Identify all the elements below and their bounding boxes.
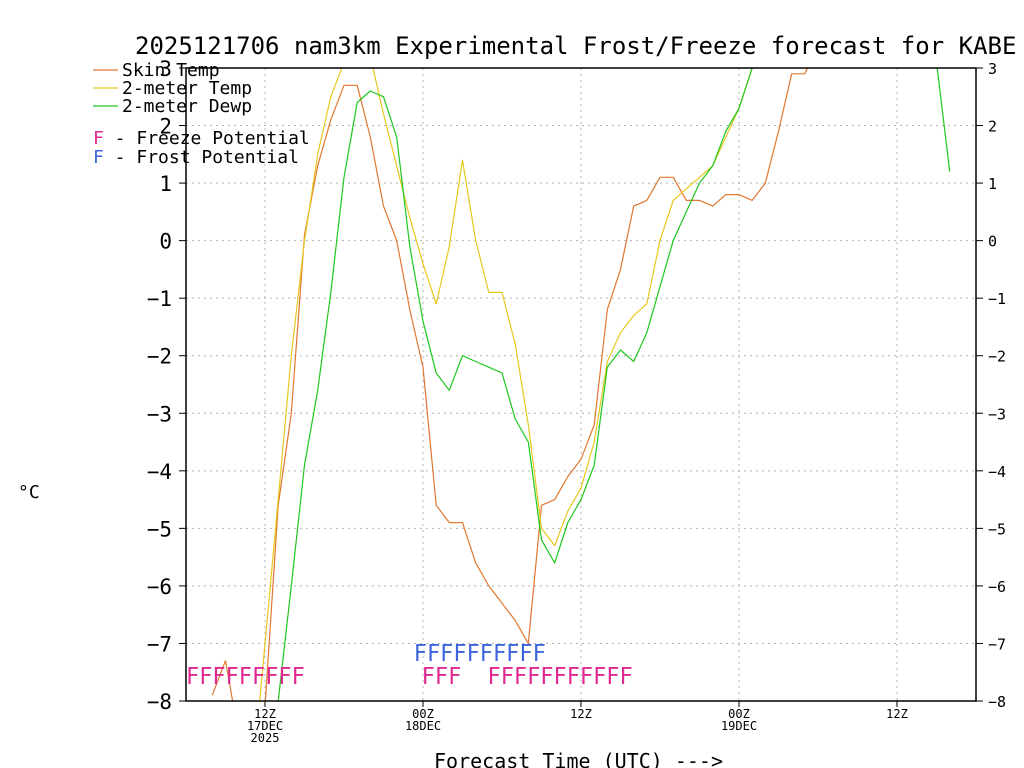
legend-label: 2-meter Temp bbox=[122, 78, 252, 99]
series-group bbox=[211, 68, 951, 701]
x-tick-label: 19DEC bbox=[721, 719, 757, 733]
y-tick-label-left: 0 bbox=[159, 230, 172, 254]
grid bbox=[186, 68, 976, 701]
marker-freeze-potential: FFFFFFFFF bbox=[186, 664, 305, 690]
y-tick-label-left: −1 bbox=[147, 287, 172, 311]
y-tick-label-left: −6 bbox=[147, 575, 172, 599]
y-tick-label-left: 2 bbox=[159, 115, 172, 139]
y-axis-label: °C bbox=[18, 482, 40, 503]
y-tick-label-left: 1 bbox=[159, 172, 172, 196]
y-tick-label-right: −2 bbox=[988, 348, 1006, 366]
legend-marker-entry: F - Frost Potential bbox=[93, 147, 299, 168]
x-axis-label: Forecast Time (UTC) ---> bbox=[434, 749, 723, 768]
y-tick-label-right: −6 bbox=[988, 578, 1006, 596]
y-tick-label-right: −3 bbox=[988, 405, 1006, 423]
y-tick-label-left: −7 bbox=[147, 632, 172, 656]
y-tick-label-left: −3 bbox=[147, 402, 172, 426]
x-tick-label: 18DEC bbox=[405, 719, 441, 733]
marker-frost-potential: FFFFFFFFFF bbox=[414, 641, 546, 667]
y-tick-label-right: −7 bbox=[988, 635, 1006, 653]
plot-frame bbox=[185, 67, 977, 702]
y-tick-label-right: −5 bbox=[988, 520, 1006, 538]
x-tick-label: 12Z bbox=[254, 707, 276, 721]
y-tick-label-right: −4 bbox=[988, 463, 1006, 481]
legend-marker-entry: F - Freeze Potential bbox=[93, 128, 310, 149]
series-line-skin-temp bbox=[211, 68, 809, 701]
legend-label: 2-meter Dewp bbox=[122, 96, 252, 117]
legend-label: Skin Temp bbox=[122, 60, 220, 81]
y-tick-label-right: 0 bbox=[988, 233, 997, 251]
axes: −8 −8 −7 −7 −6 −6 −5 −5 −4 −4 −3 −3 −2 −2 −1 −1 0 0 1 1 2 2 3 3… bbox=[147, 57, 1006, 745]
x-tick-label: 17DEC bbox=[247, 719, 283, 733]
series-line-2-meter-temp bbox=[259, 68, 753, 701]
series-line-2-meter-dewp bbox=[277, 68, 951, 701]
y-tick-label-left: −2 bbox=[147, 345, 172, 369]
x-tick-label: 2025 bbox=[251, 731, 280, 745]
y-tick-label-right: 2 bbox=[988, 118, 997, 136]
marker-freeze-potential: FFFFFFFFFFF bbox=[488, 664, 633, 690]
y-tick-label-left: 3 bbox=[159, 57, 172, 81]
x-tick-label: 12Z bbox=[886, 707, 908, 721]
y-tick-label-right: 3 bbox=[988, 60, 997, 78]
y-tick-label-left: −4 bbox=[147, 460, 172, 484]
y-tick-label-left: −5 bbox=[147, 517, 172, 541]
y-tick-label-right: −1 bbox=[988, 290, 1006, 308]
x-tick-label: 00Z bbox=[728, 707, 750, 721]
y-tick-label-left: −8 bbox=[147, 690, 172, 714]
x-tick-label: 12Z bbox=[570, 707, 592, 721]
y-tick-label-right: −8 bbox=[988, 693, 1006, 711]
marker-freeze-potential: FFF bbox=[422, 664, 462, 690]
chart-title: 2025121706 nam3km Experimental Frost/Fre… bbox=[135, 32, 1016, 60]
x-tick-label: 00Z bbox=[412, 707, 434, 721]
y-tick-label-right: 1 bbox=[988, 175, 997, 193]
